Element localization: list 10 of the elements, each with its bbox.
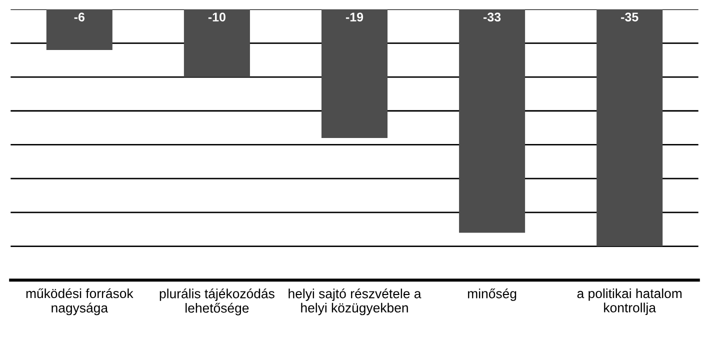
data-label: -10	[208, 12, 226, 22]
data-label: -33	[484, 12, 501, 22]
x-tick-label: működési források nagysága	[26, 288, 134, 316]
data-label: -35	[621, 12, 638, 22]
x-tick-label: minőség	[468, 288, 516, 301]
x-tick-label: plurális tájékozódás lehetősége	[160, 288, 274, 316]
data-label: -6	[74, 12, 85, 22]
x-tick-label: helyi sajtó részvétele a helyi közügyekben	[288, 288, 422, 316]
data-label: -19	[346, 12, 364, 22]
x-tick-label: a politikai hatalom kontrollja	[577, 288, 682, 315]
